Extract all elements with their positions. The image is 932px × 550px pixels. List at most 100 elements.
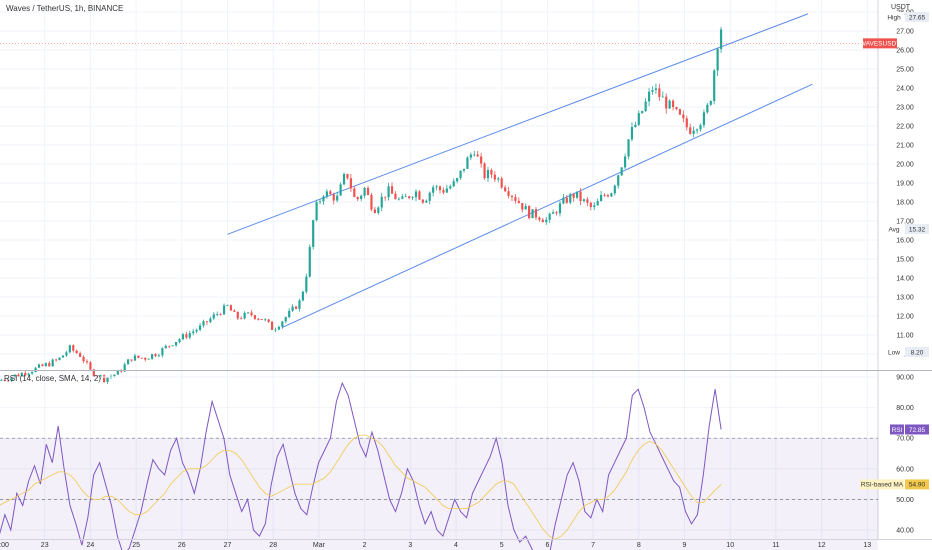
candle-body (198, 325, 202, 330)
candle-body (188, 333, 191, 338)
rsi-tick-label: 50.00 (896, 497, 914, 504)
candle-body (147, 358, 150, 360)
candle-body (233, 310, 236, 312)
candle-body (490, 169, 493, 175)
candle-body (277, 326, 281, 330)
candle-body (637, 113, 640, 125)
candle-body (325, 191, 328, 197)
candle-body (493, 174, 496, 180)
candle-body (164, 345, 167, 349)
candle-body (435, 186, 438, 188)
candle-body (116, 370, 119, 375)
candle-body (219, 314, 222, 315)
candle-body (178, 339, 181, 343)
candle-body (222, 305, 226, 315)
price-tick-label: 12.00 (896, 314, 914, 321)
time-tick-label: 11 (772, 542, 779, 549)
candle-body (671, 100, 675, 108)
candle-body (562, 197, 565, 204)
channel-lower-line (282, 83, 813, 328)
candle-body (0, 379, 3, 381)
low-marker-label-bg (884, 347, 904, 357)
low-marker-value-bg (905, 347, 929, 357)
price-tick-label: 21.00 (896, 143, 914, 150)
rsi-series-tag-name: RSI-based MA (861, 482, 904, 489)
candle-body (483, 163, 486, 179)
price-tick-label: 25.00 (896, 67, 914, 74)
price-tick-label: 22.00 (896, 124, 914, 131)
candle-body (456, 178, 459, 182)
candle-body (466, 157, 469, 169)
price-tick-label: 14.00 (896, 276, 914, 283)
rsi-series-value-bg (905, 479, 929, 490)
candle-body (13, 374, 17, 378)
candle-body (161, 348, 164, 356)
candle-body (428, 192, 431, 201)
candle-body (528, 205, 531, 219)
candle-body (517, 200, 520, 204)
price-grid (0, 0, 878, 370)
candle-body (678, 109, 682, 115)
candle-body (75, 350, 78, 354)
candle-body (31, 372, 34, 374)
time-tick-label: 27 (224, 542, 232, 549)
price-axis[interactable]: USDT 10.0011.0012.0013.0014.0015.0016.00… (0, 0, 929, 540)
candle-body (606, 195, 610, 197)
candle-body (634, 124, 637, 128)
candle-body (531, 209, 534, 219)
candle-body (291, 306, 294, 311)
candle-body (216, 314, 219, 315)
candle-body (127, 359, 130, 365)
candle-body (174, 342, 178, 346)
candle-body (356, 197, 359, 200)
candle-body (586, 199, 589, 203)
rsi-tick-label: 60.00 (896, 466, 914, 473)
candle-body (137, 355, 140, 358)
candle-body (89, 362, 92, 370)
rsi-lines (0, 381, 722, 550)
candle-body (617, 175, 620, 186)
high-marker: High 27.65 (884, 12, 929, 22)
time-tick-label: Mar (313, 542, 326, 549)
candle-body (185, 334, 188, 338)
candle-body (689, 127, 692, 134)
low-marker: Low 8.20 (884, 347, 929, 357)
candle-body (473, 154, 476, 156)
candle-body (267, 319, 270, 322)
candle-body (284, 317, 287, 322)
candle-body (384, 196, 387, 198)
candle-body (480, 156, 483, 164)
candle-body (253, 315, 257, 319)
candle-body (373, 209, 376, 214)
candle-body (555, 212, 558, 214)
rsi-series-tag-bg (890, 424, 904, 435)
candle-body (404, 196, 407, 198)
candle-body (41, 364, 44, 367)
candle-body (3, 379, 6, 381)
candle-body (658, 88, 661, 97)
candle-body (85, 361, 89, 363)
candle-body (58, 357, 61, 360)
candle-body (603, 194, 606, 196)
candle-body (630, 127, 634, 140)
candle-body (243, 312, 246, 319)
candle-body (486, 169, 490, 179)
candle-body (72, 345, 75, 351)
candle-body (387, 186, 390, 198)
time-tick-label: 2 (363, 542, 367, 549)
candle-body (390, 186, 394, 194)
candle-body (363, 187, 366, 196)
price-pane[interactable]: Waves / TetherUS, 1h, BINANCE (0, 0, 878, 384)
candle-body (548, 213, 551, 220)
time-axis[interactable]: :00 23 24 25 26 27 28 Mar 2 3 4 5 6 7 8 9 10 11 12 13 (0, 542, 871, 549)
candle-body (397, 198, 400, 200)
candle-body (10, 377, 13, 381)
candle-body (695, 129, 699, 131)
candle-body (366, 187, 370, 195)
candle-body (82, 356, 85, 362)
rsi-pane[interactable]: RSI (14, close, SMA, 14, 2) (0, 371, 878, 550)
candle-body (432, 187, 435, 193)
candle-body (332, 194, 335, 201)
candle-body (205, 321, 209, 323)
rsi-band-fill (0, 438, 878, 550)
